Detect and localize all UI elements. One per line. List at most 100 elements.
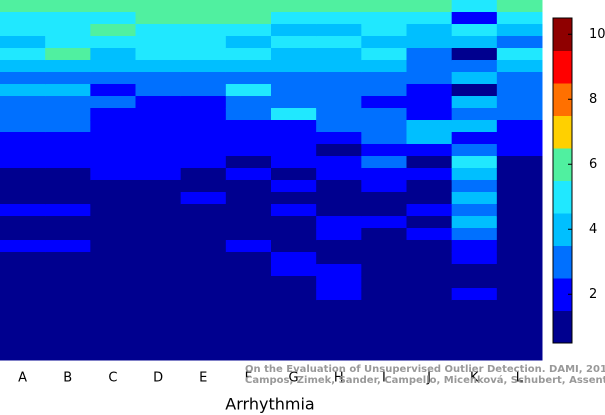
colorbar-band: [553, 245, 572, 279]
heatmap-cell: [406, 216, 453, 229]
heatmap-cell: [135, 252, 182, 265]
heatmap-cell: [361, 192, 407, 205]
heatmap-cell: [0, 192, 46, 205]
heatmap-cell: [135, 348, 182, 361]
heatmap-cell: [271, 276, 317, 289]
heatmap-cell: [90, 240, 136, 253]
colorbar-band: [553, 115, 572, 149]
heatmap-cell: [496, 276, 543, 289]
heatmap-cell: [0, 144, 46, 157]
heatmap-cell: [225, 240, 272, 253]
heatmap-cell: [90, 0, 136, 13]
heatmap-cell: [45, 96, 91, 109]
heatmap-cell: [180, 336, 227, 349]
heatmap-cell: [225, 252, 272, 265]
heatmap-cell: [45, 300, 91, 313]
heatmap-cell: [0, 228, 46, 241]
heatmap-cell: [496, 228, 543, 241]
heatmap-cell: [180, 180, 227, 193]
heatmap-cell: [451, 192, 498, 205]
heatmap-cell: [316, 0, 362, 13]
heatmap-cell: [180, 72, 227, 85]
heatmap-cell: [45, 0, 91, 13]
heatmap-cell: [496, 216, 543, 229]
heatmap-cell: [406, 180, 453, 193]
heatmap-cell: [0, 120, 46, 133]
heatmap-cell: [45, 180, 91, 193]
x-tick-label: F: [245, 371, 252, 386]
heatmap-cell: [361, 120, 407, 133]
heatmap-cell: [135, 168, 182, 181]
heatmap-cell: [316, 156, 362, 169]
heatmap-cell: [361, 252, 407, 265]
heatmap-cell: [316, 96, 362, 109]
heatmap-cell: [45, 168, 91, 181]
heatmap-cell: [90, 24, 136, 37]
heatmap-cell: [135, 324, 182, 337]
heatmap-cell: [451, 252, 498, 265]
heatmap-cell: [316, 204, 362, 217]
heatmap-cell: [271, 240, 317, 253]
heatmap-cell: [271, 156, 317, 169]
heatmap-cell: [225, 180, 272, 193]
heatmap-cell: [451, 156, 498, 169]
colorbar-band: [553, 18, 572, 51]
heatmap-cell: [90, 156, 136, 169]
heatmap-cell: [45, 324, 91, 337]
heatmap-cell: [225, 204, 272, 217]
heatmap-cell: [225, 0, 272, 13]
heatmap-cell: [451, 300, 498, 313]
heatmap-cell: [0, 324, 46, 337]
heatmap-cell: [90, 168, 136, 181]
heatmap-cell: [361, 204, 407, 217]
heatmap-cell: [0, 48, 46, 61]
heatmap-cell: [316, 252, 362, 265]
heatmap-cell: [180, 0, 227, 13]
colorbar-band: [553, 278, 572, 311]
heatmap-cell: [0, 0, 46, 13]
x-tick-label: K: [470, 371, 479, 386]
heatmap-cell: [406, 48, 453, 61]
heatmap-cell: [316, 336, 362, 349]
heatmap-cell: [496, 264, 543, 277]
heatmap-cell: [451, 132, 498, 145]
colorbar-tick-label: 10: [589, 27, 605, 42]
heatmap-cell: [45, 228, 91, 241]
heatmap-cell: [451, 24, 498, 37]
heatmap-cell: [451, 324, 498, 337]
heatmap-cell: [90, 252, 136, 265]
x-tick-label: A: [18, 371, 27, 386]
heatmap-cell: [271, 192, 317, 205]
heatmap-cell: [361, 60, 407, 73]
heatmap-cell: [496, 108, 543, 121]
heatmap-cell: [0, 276, 46, 289]
heatmap-cell: [361, 48, 407, 61]
heatmap-cell: [90, 192, 136, 205]
heatmap-cell: [406, 348, 453, 361]
heatmap-cell: [0, 252, 46, 265]
heatmap-cell: [45, 156, 91, 169]
heatmap-cell: [451, 336, 498, 349]
heatmap-cell: [451, 240, 498, 253]
heatmap-cell: [406, 168, 453, 181]
heatmap-cell: [406, 228, 453, 241]
heatmap-cell: [496, 156, 543, 169]
heatmap-cell: [271, 108, 317, 121]
heatmap-cell: [180, 324, 227, 337]
heatmap-cell: [451, 264, 498, 277]
heatmap-cell: [225, 144, 272, 157]
heatmap-cell: [271, 132, 317, 145]
heatmap-cell: [316, 240, 362, 253]
heatmap-cell: [271, 120, 317, 133]
heatmap-cell: [45, 264, 91, 277]
heatmap-cell: [451, 96, 498, 109]
heatmap-cell: [316, 348, 362, 361]
heatmap-cell: [451, 72, 498, 85]
heatmap-cell: [180, 348, 227, 361]
heatmap-cell: [361, 72, 407, 85]
heatmap-cell: [180, 108, 227, 121]
heatmap-cell: [225, 192, 272, 205]
heatmap-cell: [361, 276, 407, 289]
heatmap-cell: [496, 36, 543, 49]
heatmap-cell: [0, 312, 46, 325]
